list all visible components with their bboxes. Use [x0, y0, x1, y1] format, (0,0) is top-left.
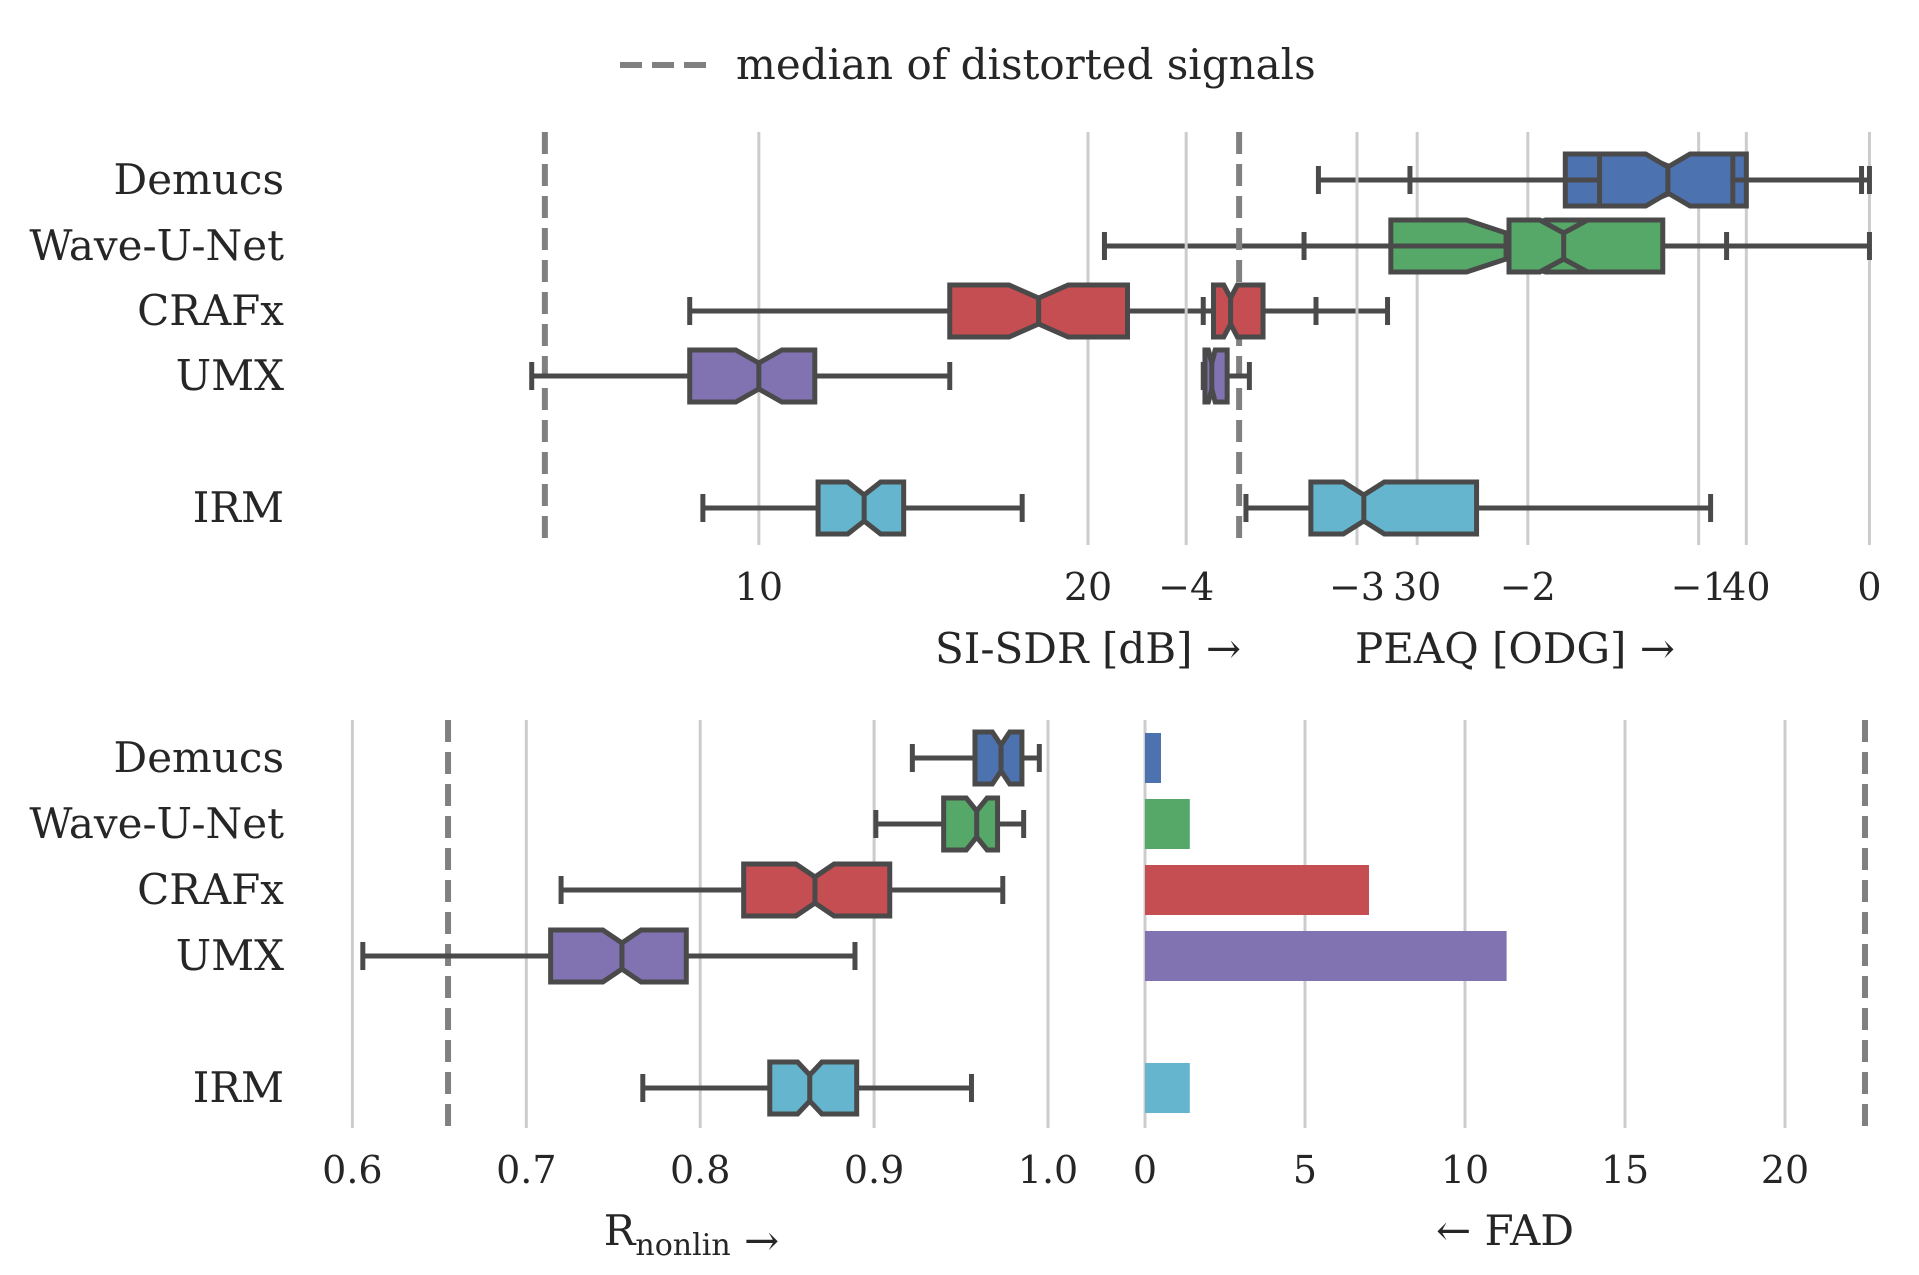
- x-tick-label: 10: [735, 565, 783, 609]
- bar-irm: [1145, 1063, 1190, 1113]
- category-label: Wave-U-Net: [29, 221, 284, 270]
- box-crafx: [687, 282, 1391, 340]
- legend-label: median of distorted signals: [736, 40, 1316, 89]
- x-tick-label: 0: [1857, 565, 1881, 609]
- x-tick-label: 15: [1601, 1148, 1649, 1192]
- notched-box: [1202, 347, 1230, 405]
- chart-panel-bottom-right: 0 5 10 15 20 ← FAD: [1133, 720, 1868, 1255]
- bar-wave-u-net: [1145, 799, 1190, 849]
- box-irm: [640, 1059, 974, 1117]
- chart-panel-top-right: −4 −3 −2 −1 0 PEAQ [ODG] →: [1158, 132, 1882, 673]
- notched-box: [972, 729, 1025, 787]
- bar-crafx: [1145, 865, 1369, 915]
- notched-box: [1308, 479, 1480, 537]
- box-umx: [360, 927, 858, 985]
- x-tick-label: 0.9: [844, 1148, 904, 1192]
- notched-box: [687, 347, 818, 405]
- x-axis-label: PEAQ [ODG] →: [1355, 624, 1675, 673]
- box-wave-u-net: [1301, 217, 1872, 275]
- box-wave-u-net: [873, 795, 1027, 853]
- x-tick-label: 20: [1761, 1148, 1809, 1192]
- category-label: IRM: [193, 1063, 284, 1112]
- category-label: IRM: [193, 483, 284, 532]
- category-label: Demucs: [114, 733, 284, 782]
- notched-box: [941, 795, 1001, 853]
- x-tick-label: 0: [1133, 1148, 1157, 1192]
- x-tick-label: 1.0: [1018, 1148, 1078, 1192]
- chart-panel-bottom-left: 0.6 0.7 0.8 0.9 1.0 Demucs Wave-U-Net CRAFx UMX I…: [29, 720, 1078, 1265]
- x-tick-label: 40: [1722, 565, 1770, 609]
- notched-box: [1210, 282, 1266, 340]
- box-crafx: [558, 861, 1006, 919]
- x-tick-label: 0.6: [322, 1148, 382, 1192]
- x-tick-label: 0.7: [496, 1148, 556, 1192]
- x-axis-label: ← FAD: [1436, 1206, 1574, 1255]
- notched-box: [767, 1059, 860, 1117]
- notched-box: [1506, 217, 1666, 275]
- box-irm: [700, 479, 1025, 537]
- x-tick-label: 5: [1293, 1148, 1317, 1192]
- category-label: CRAFx: [137, 865, 284, 914]
- legend: median of distorted signals: [620, 40, 1316, 89]
- x-tick-label: 0.8: [670, 1148, 730, 1192]
- box-crafx: [1200, 282, 1319, 340]
- x-tick-label: −2: [1500, 565, 1556, 609]
- x-tick-label: 30: [1393, 565, 1441, 609]
- category-label: Demucs: [114, 155, 284, 204]
- bar-demucs: [1145, 733, 1161, 783]
- panels: 10 20 30 40 Demucs Wave-U-Net CRAFx UMX IRM SI-SD…: [29, 132, 1882, 1265]
- x-tick-label: −4: [1158, 565, 1214, 609]
- x-tick-label: −3: [1329, 565, 1385, 609]
- box-irm: [1243, 479, 1714, 537]
- x-axis-label: SI-SDR [dB] →: [935, 624, 1241, 673]
- notched-box: [548, 927, 689, 985]
- x-axis-label: Rnonlin →: [604, 1206, 779, 1265]
- category-label: UMX: [176, 931, 284, 980]
- x-tick-label: 10: [1441, 1148, 1489, 1192]
- category-label: UMX: [176, 351, 284, 400]
- x-tick-label: 20: [1064, 565, 1112, 609]
- chart-panel-top-left: 10 20 30 40 Demucs Wave-U-Net CRAFx UMX IRM SI-SD…: [29, 132, 1865, 673]
- box-demucs: [1407, 151, 1872, 209]
- notched-box: [815, 479, 907, 537]
- category-label: CRAFx: [137, 286, 284, 335]
- bar-umx: [1145, 931, 1507, 981]
- category-label: Wave-U-Net: [29, 799, 284, 848]
- box-umx: [529, 347, 953, 405]
- x-tick-label: −1: [1671, 565, 1727, 609]
- box-umx: [1200, 347, 1252, 405]
- box-demucs: [909, 729, 1042, 787]
